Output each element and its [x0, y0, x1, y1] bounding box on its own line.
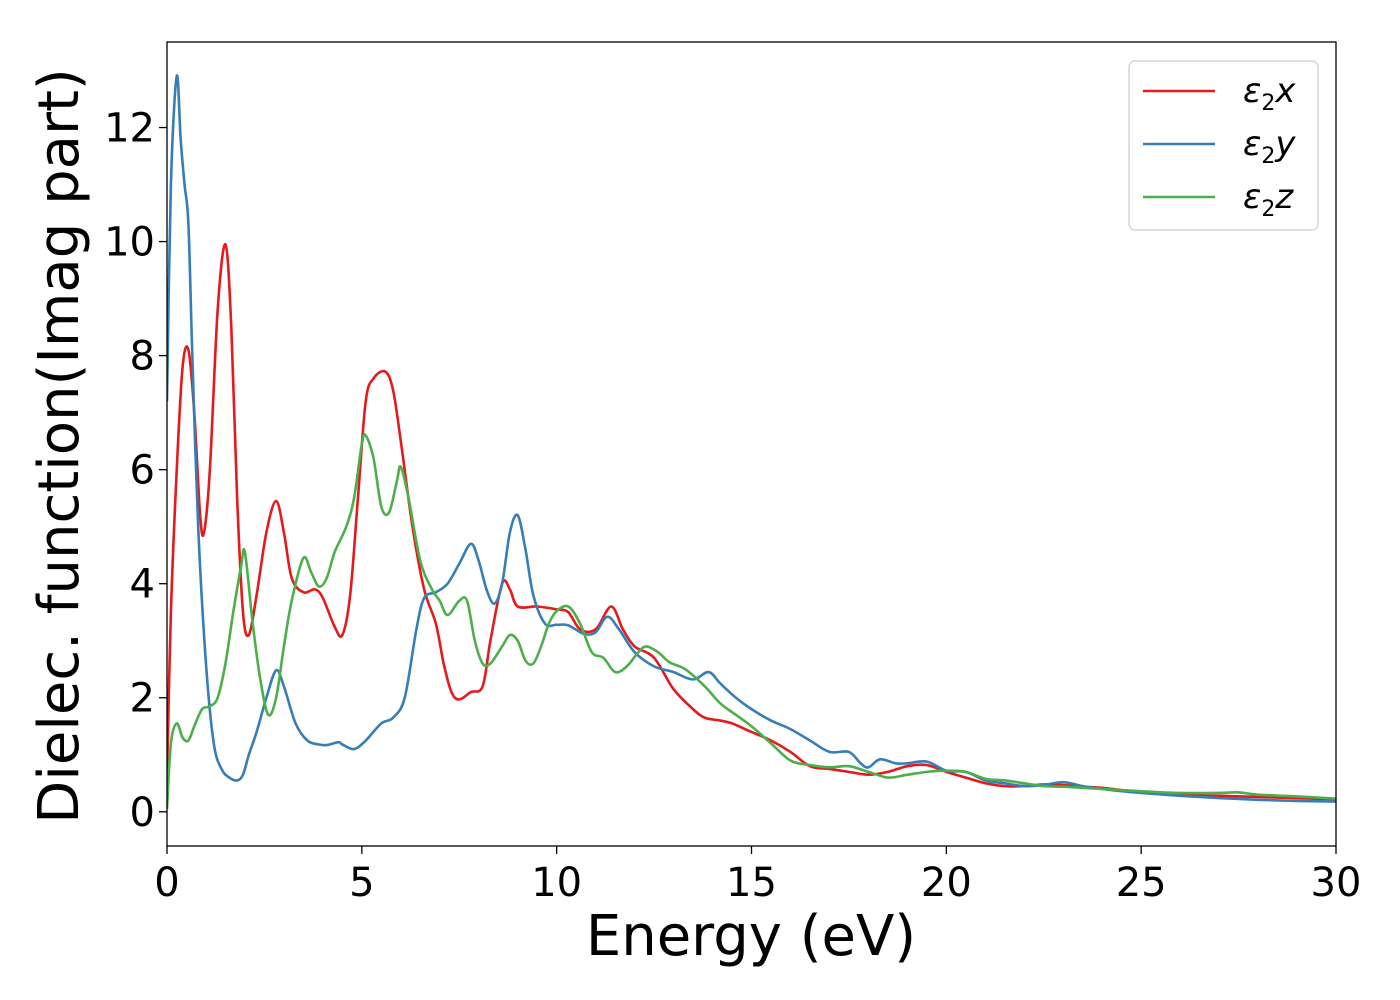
- legend-label-y: ε2y: [1243, 124, 1296, 169]
- y-tick-label: 6: [130, 448, 155, 494]
- x-tick-label: 20: [921, 860, 972, 906]
- y-tick-label: 8: [130, 334, 155, 380]
- legend-box: [1128, 60, 1319, 231]
- legend: ε2x ε2y ε2z: [1128, 60, 1319, 231]
- x-tick-label: 15: [726, 860, 777, 906]
- x-tick-label: 30: [1311, 860, 1362, 906]
- y-tick-label: 4: [130, 562, 155, 608]
- series-line-x: [167, 243, 1336, 801]
- y-axis-ticks: 0 2 4 6 8 10 12: [104, 106, 167, 836]
- x-tick-label: 0: [154, 860, 179, 906]
- x-axis-title: Energy (eV): [586, 904, 916, 969]
- y-tick-label: 10: [104, 220, 155, 266]
- x-tick-label: 25: [1116, 860, 1167, 906]
- x-tick-label: 5: [349, 860, 374, 906]
- series-line-z: [167, 433, 1336, 810]
- series-lines: [167, 74, 1336, 810]
- y-tick-label: 0: [130, 790, 155, 836]
- y-tick-label: 2: [130, 676, 155, 722]
- plot-frame: [166, 41, 1337, 847]
- x-axis-ticks: 0 5 10 15 20 25 30: [154, 846, 1361, 906]
- x-tick-label: 10: [531, 860, 582, 906]
- legend-label-x: ε2x: [1243, 71, 1296, 116]
- y-axis-title: Dielec. function(Imag part): [27, 68, 92, 824]
- y-tick-label: 12: [104, 106, 155, 152]
- legend-label-z: ε2z: [1243, 177, 1294, 222]
